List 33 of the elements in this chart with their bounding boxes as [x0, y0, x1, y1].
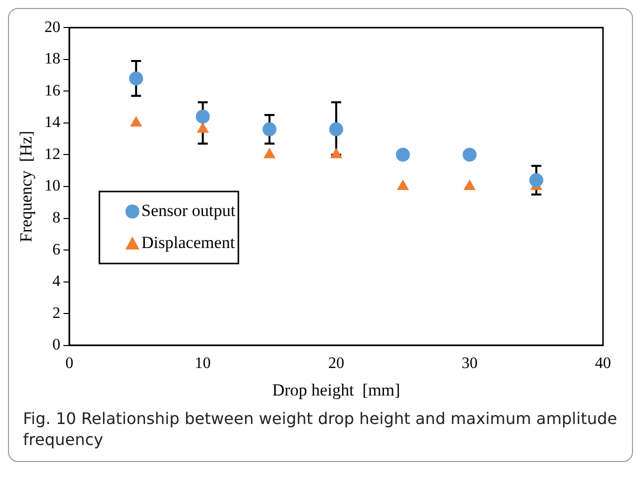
point — [329, 122, 344, 136]
y-axis-title: Frequency [Hz] — [16, 130, 36, 242]
y-tick-label: 12 — [44, 146, 60, 163]
point — [129, 71, 144, 86]
point — [262, 122, 276, 136]
point — [130, 116, 142, 126]
y-tick-label: 2 — [52, 304, 60, 322]
x-tick-label: 40 — [595, 355, 611, 372]
x-tick-label: 30 — [462, 355, 478, 372]
x-tick-label: 0 — [65, 355, 74, 372]
point — [263, 148, 276, 158]
point — [396, 180, 409, 190]
y-tick-label: 0 — [52, 336, 60, 354]
point — [462, 148, 477, 162]
legend-label: Displacement — [141, 232, 236, 252]
caption: Fig. 10 Relationship between weight drop height and maximum amplitude frequency — [23, 409, 618, 451]
point — [464, 180, 476, 190]
x-axis-title: Drop height [mm] — [272, 380, 400, 400]
legend-label: Sensor output — [141, 200, 236, 220]
y-tick-label: 10 — [44, 178, 60, 195]
y-tick-label: 6 — [52, 241, 60, 258]
y-tick-label: 14 — [44, 114, 60, 132]
point — [196, 110, 210, 124]
x-tick-label: 10 — [194, 355, 211, 372]
y-tick-label: 8 — [52, 209, 60, 226]
point — [196, 122, 209, 133]
point — [396, 148, 410, 162]
y-tick-label: 20 — [44, 18, 60, 36]
y-tick-label: 4 — [52, 273, 60, 290]
point — [330, 148, 342, 158]
x-tick-label: 20 — [328, 355, 344, 372]
y-tick-label: 18 — [44, 50, 60, 68]
y-tick-label: 16 — [44, 82, 60, 100]
